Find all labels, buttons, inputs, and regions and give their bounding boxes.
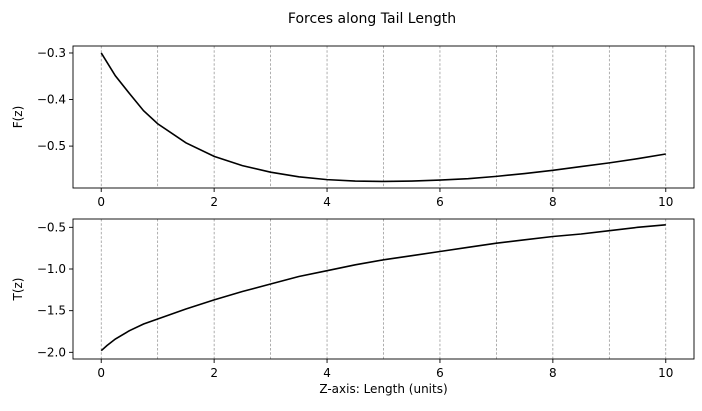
y-axis-label: F(z) — [11, 106, 25, 129]
x-tick-label: 6 — [436, 366, 444, 380]
y-tick-label: −0.3 — [37, 46, 66, 60]
x-tick-label: 2 — [210, 366, 218, 380]
axes-frame — [72, 218, 695, 360]
y-tick-label: −0.4 — [37, 93, 66, 107]
x-tick-label: 4 — [323, 366, 331, 380]
y-axis-label: T(z) — [11, 278, 25, 302]
series-line-torque — [100, 224, 666, 352]
x-axis-label: Z-axis: Length (units) — [319, 382, 447, 396]
y-tick-label: −2.0 — [37, 345, 66, 359]
x-tick-label: 2 — [210, 195, 218, 209]
x-tick-label: 8 — [549, 195, 557, 209]
x-tick-label: 8 — [549, 366, 557, 380]
series-line-forces — [100, 52, 666, 183]
panel-torque: 0 2 4 6 8 10 −0.5 −1.0 −1.5 −2.0 T(z) Z-axis: Lengt… — [11, 218, 695, 396]
figure-title: Forces along Tail Length — [288, 11, 456, 27]
y-tick-label: −0.5 — [37, 139, 66, 153]
panel-forces: 0 2 4 6 8 10 −0.3 −0.4 −0.5 F(z) — [11, 45, 695, 209]
x-tick-label: 10 — [658, 195, 673, 209]
y-tick-label: −1.5 — [37, 304, 66, 318]
x-tick-label: 0 — [97, 366, 105, 380]
x-tick-label: 6 — [436, 195, 444, 209]
y-tick-label: −0.5 — [37, 220, 66, 234]
axes-frame — [72, 45, 695, 189]
x-tick-label: 10 — [658, 366, 673, 380]
x-tick-label: 4 — [323, 195, 331, 209]
y-tick-label: −1.0 — [37, 262, 66, 276]
x-tick-label: 0 — [97, 195, 105, 209]
